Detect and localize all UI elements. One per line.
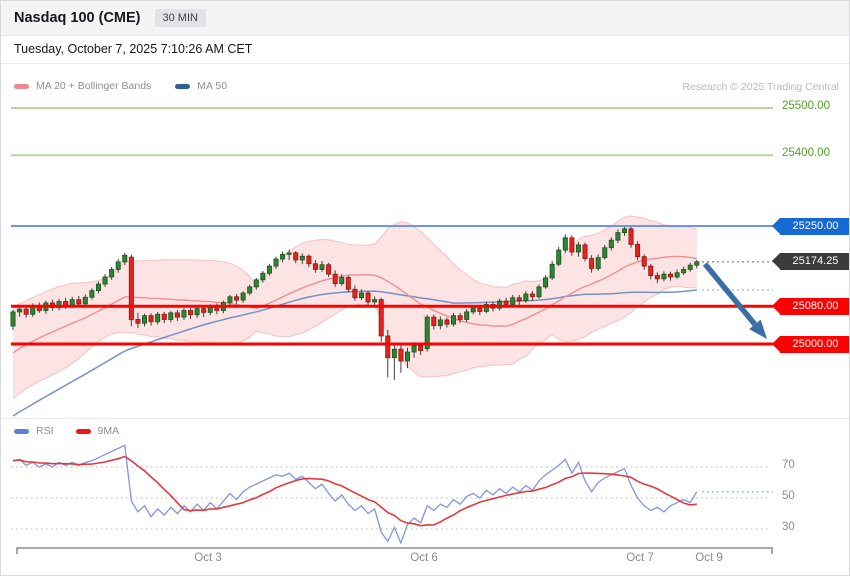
ma50-label: MA 50 [197, 80, 228, 92]
legend-item-ma20-bollinger: MA 20 + Bollinger Bands [14, 80, 151, 92]
rsi-label: RSI [36, 425, 54, 437]
rsi-swatch-icon [14, 428, 29, 434]
timeframe-badge: 30 MIN [154, 9, 206, 27]
rsi-pane [12, 444, 698, 545]
legend-item-9ma: 9MA [75, 425, 120, 437]
projection-arrow-shaft [702, 262, 758, 327]
ma20-line [12, 255, 697, 354]
rsi-9ma-label: 9MA [97, 425, 120, 437]
top-separator [1, 63, 849, 64]
x-axis [16, 547, 773, 554]
rsi-legend: RSI 9MA [14, 425, 119, 437]
main-chart-legend: MA 20 + Bollinger Bands MA 50 [14, 80, 227, 92]
ma20-bollinger-swatch-icon [14, 83, 29, 89]
rsi-9ma-line [12, 455, 697, 527]
timestamp-text: Tuesday, October 7, 2025 7:10:26 AM CET [14, 42, 253, 56]
instrument-title: Nasdaq 100 (CME) [14, 10, 141, 26]
rsi-line [12, 444, 698, 545]
bollinger-band-area [13, 215, 697, 399]
rsi-9ma-swatch-icon [75, 428, 91, 434]
legend-item-rsi: RSI [14, 425, 54, 437]
candlesticks [10, 225, 700, 380]
legend-item-ma50: MA 50 [175, 80, 227, 92]
header: Nasdaq 100 (CME) 30 MIN [1, 1, 849, 36]
attribution-text: Research © 2025 Trading Central [682, 81, 839, 93]
ma50-swatch-icon [175, 83, 191, 89]
projection-arrow-head [749, 319, 767, 339]
main-pane [10, 215, 700, 417]
pane-separator [1, 418, 849, 419]
ma20-bollinger-label: MA 20 + Bollinger Bands [36, 80, 152, 92]
